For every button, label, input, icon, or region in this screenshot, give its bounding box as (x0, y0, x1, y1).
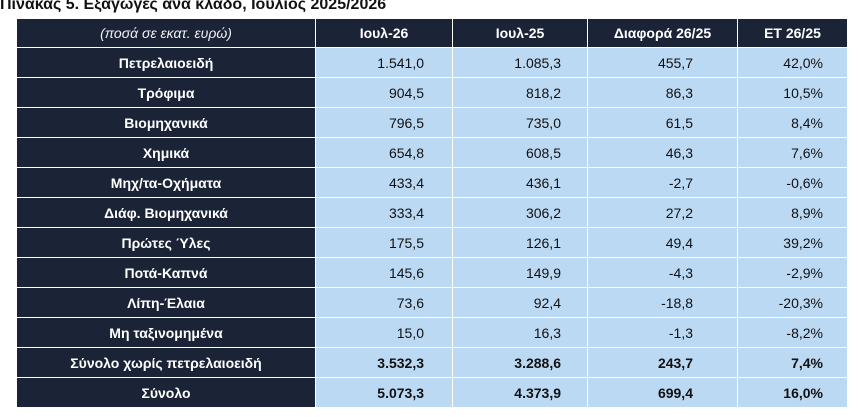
value-jul25: 3.288,6 (452, 347, 588, 378)
value-jul26: 3.532,3 (315, 347, 453, 378)
table-row: Μη ταξινομημένα 15,0 16,3 -1,3 -8,2% (16, 317, 848, 348)
value-jul26: 15,0 (315, 317, 453, 348)
value-yoy: 39,2% (737, 227, 848, 258)
value-jul26: 175,5 (315, 227, 453, 258)
unit-note: (ποσά σε εκατ. ευρώ) (16, 18, 316, 48)
value-jul26: 796,5 (315, 107, 453, 138)
value-jul26: 433,4 (315, 167, 453, 198)
row-label: Διάφ. Βιομηχανικά (16, 197, 316, 228)
value-jul25: 92,4 (452, 287, 588, 318)
value-jul25: 818,2 (452, 77, 588, 108)
table-row: Πετρελαιοειδή 1.541,0 1.085,3 455,7 42,0… (16, 47, 848, 78)
row-label: Τρόφιμα (16, 77, 316, 108)
row-label: Σύνολο (16, 377, 316, 408)
value-difference: 455,7 (587, 47, 738, 78)
row-label: Χημικά (16, 137, 316, 168)
table-row: Τρόφιμα 904,5 818,2 86,3 10,5% (16, 77, 848, 108)
value-difference: 61,5 (587, 107, 738, 138)
column-header-difference: Διαφορά 26/25 (587, 18, 738, 48)
value-difference: 27,2 (587, 197, 738, 228)
value-yoy: -8,2% (737, 317, 848, 348)
value-yoy: 7,4% (737, 347, 848, 378)
table-row: Χημικά 654,8 608,5 46,3 7,6% (16, 137, 848, 168)
value-yoy: 16,0% (737, 377, 848, 408)
value-difference: 699,4 (587, 377, 738, 408)
table-row: Διάφ. Βιομηχανικά 333,4 306,2 27,2 8,9% (16, 197, 848, 228)
row-label: Βιομηχανικά (16, 107, 316, 138)
table-row: Μηχ/τα-Οχήματα 433,4 436,1 -2,7 -0,6% (16, 167, 848, 198)
value-yoy: 8,4% (737, 107, 848, 138)
value-jul26: 5.073,3 (315, 377, 453, 408)
value-jul26: 333,4 (315, 197, 453, 228)
row-label: Ποτά-Καπνά (16, 257, 316, 288)
value-difference: -4,3 (587, 257, 738, 288)
header-row: (ποσά σε εκατ. ευρώ) Ιουλ-26 Ιουλ-25 Δια… (16, 18, 848, 48)
value-jul26: 145,6 (315, 257, 453, 288)
value-jul25: 16,3 (452, 317, 588, 348)
value-difference: 49,4 (587, 227, 738, 258)
total-row: Σύνολο 5.073,3 4.373,9 699,4 16,0% (16, 377, 848, 408)
row-label: Πετρελαιοειδή (16, 47, 316, 78)
value-difference: -2,7 (587, 167, 738, 198)
row-label: Μη ταξινομημένα (16, 317, 316, 348)
value-yoy: -2,9% (737, 257, 848, 288)
value-jul25: 735,0 (452, 107, 588, 138)
table-row: Βιομηχανικά 796,5 735,0 61,5 8,4% (16, 107, 848, 138)
value-yoy: 7,6% (737, 137, 848, 168)
value-jul25: 4.373,9 (452, 377, 588, 408)
column-header-jul26: Ιουλ-26 (315, 18, 453, 48)
table-row: Πρώτες Ύλες 175,5 126,1 49,4 39,2% (16, 227, 848, 258)
value-jul26: 904,5 (315, 77, 453, 108)
table-row: Λίπη-Έλαια 73,6 92,4 -18,8 -20,3% (16, 287, 848, 318)
row-label: Μηχ/τα-Οχήματα (16, 167, 316, 198)
value-jul25: 149,9 (452, 257, 588, 288)
value-yoy: -20,3% (737, 287, 848, 318)
value-difference: -18,8 (587, 287, 738, 318)
value-difference: 86,3 (587, 77, 738, 108)
row-label: Σύνολο χωρίς πετρελαιοειδή (16, 347, 316, 378)
value-yoy: -0,6% (737, 167, 848, 198)
value-jul25: 1.085,3 (452, 47, 588, 78)
value-jul25: 306,2 (452, 197, 588, 228)
value-difference: 46,3 (587, 137, 738, 168)
value-jul26: 1.541,0 (315, 47, 453, 78)
value-difference: -1,3 (587, 317, 738, 348)
value-jul26: 73,6 (315, 287, 453, 318)
value-jul25: 608,5 (452, 137, 588, 168)
value-yoy: 42,0% (737, 47, 848, 78)
value-yoy: 8,9% (737, 197, 848, 228)
value-yoy: 10,5% (737, 77, 848, 108)
row-label: Πρώτες Ύλες (16, 227, 316, 258)
table-title: Πίνακας 5. Εξαγωγές ανά κλάδο, Ιούλιος 2… (0, 0, 387, 13)
value-jul25: 126,1 (452, 227, 588, 258)
table-row: Ποτά-Καπνά 145,6 149,9 -4,3 -2,9% (16, 257, 848, 288)
value-jul26: 654,8 (315, 137, 453, 168)
total-row-excl-petroleum: Σύνολο χωρίς πετρελαιοειδή 3.532,3 3.288… (16, 347, 848, 378)
column-header-yoy-change: ΕΤ 26/25 (737, 18, 848, 48)
exports-table: (ποσά σε εκατ. ευρώ) Ιουλ-26 Ιουλ-25 Δια… (16, 18, 848, 408)
column-header-jul25: Ιουλ-25 (452, 18, 588, 48)
row-label: Λίπη-Έλαια (16, 287, 316, 318)
value-difference: 243,7 (587, 347, 738, 378)
value-jul25: 436,1 (452, 167, 588, 198)
